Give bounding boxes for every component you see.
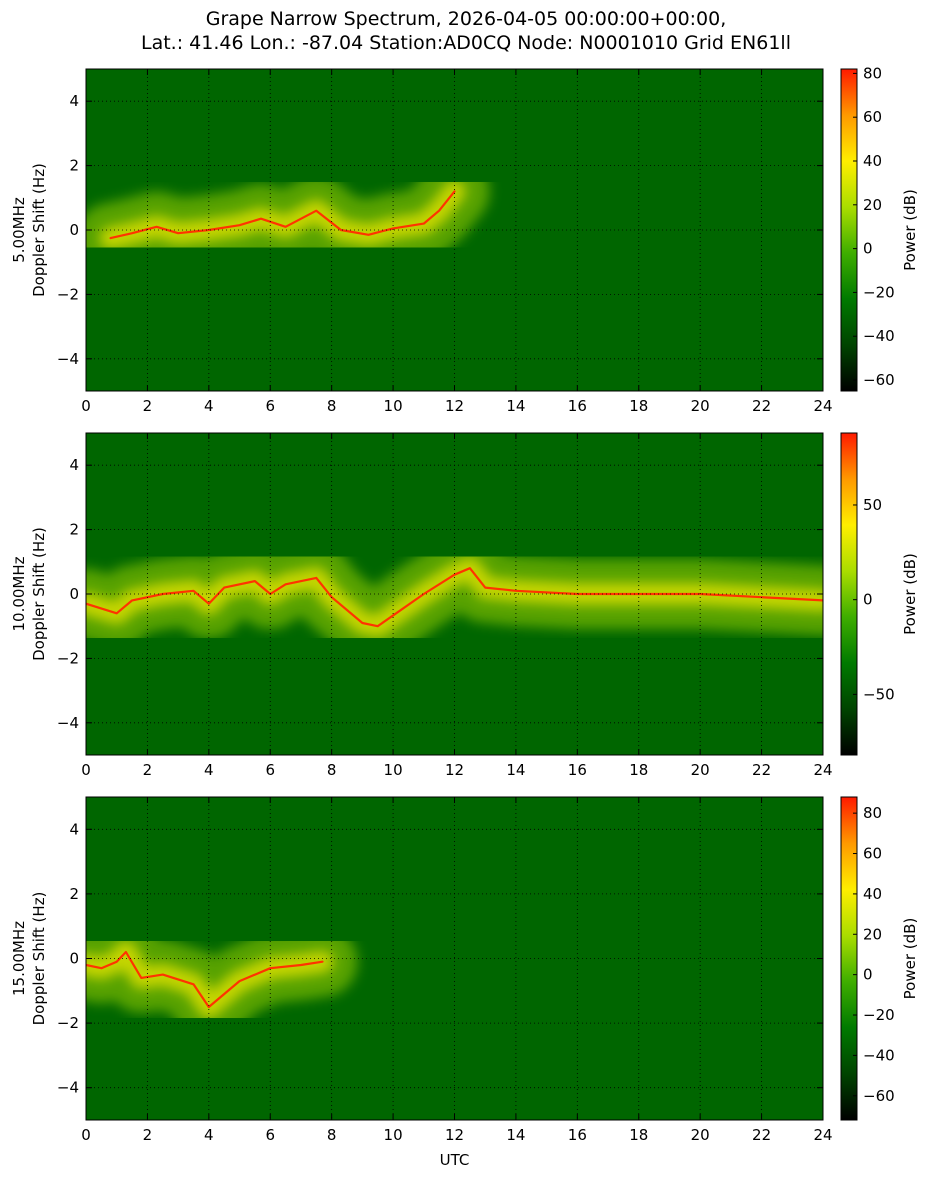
colorbar-tick-label: −50 <box>863 685 895 703</box>
x-tick-label: 18 <box>629 761 648 779</box>
x-tick-label: 22 <box>752 761 771 779</box>
x-tick-label: 20 <box>691 761 710 779</box>
y-axis-label-frequency: 5.00MHz <box>10 197 28 263</box>
colorbar-tick-label: −60 <box>863 1087 895 1105</box>
y-tick-label: −2 <box>57 649 79 667</box>
x-axis-label: UTC <box>440 1151 470 1169</box>
signal-trace <box>86 950 324 1009</box>
colorbar-tick-label: 0 <box>863 240 873 258</box>
x-tick-label: 0 <box>81 1126 91 1144</box>
y-tick-label: 2 <box>69 521 79 539</box>
y-tick-label: 4 <box>69 820 79 838</box>
x-tick-label: 6 <box>265 761 275 779</box>
y-tick-label: 4 <box>69 92 79 110</box>
signal-trace <box>109 190 456 240</box>
x-tick-label: 6 <box>265 397 275 415</box>
y-tick-label: −2 <box>57 1014 79 1032</box>
y-tick-label: −4 <box>57 714 79 732</box>
colorbar-tick-label: 0 <box>863 966 873 984</box>
colorbar-tick-label: 40 <box>863 885 882 903</box>
colorbar-tick-label: 80 <box>863 64 882 82</box>
colorbar-tick-label: −40 <box>863 1046 895 1064</box>
x-tick-label: 8 <box>327 397 337 415</box>
x-tick-label: 10 <box>384 397 403 415</box>
colorbar-tick-label: 60 <box>863 845 882 863</box>
x-tick-label: 10 <box>384 1126 403 1144</box>
colorbar-label: Power (dB) <box>901 918 919 1000</box>
x-tick-label: 20 <box>691 1126 710 1144</box>
colorbar-label: Power (dB) <box>901 189 919 271</box>
y-tick-label: 0 <box>69 221 79 239</box>
x-tick-label: 2 <box>143 397 153 415</box>
heatmap-body <box>86 797 823 1120</box>
x-tick-label: 4 <box>204 761 214 779</box>
figure-title-line-2: Lat.: 41.46 Lon.: -87.04 Station:AD0CQ N… <box>141 32 791 54</box>
y-axis-label-frequency: 15.00MHz <box>10 921 28 996</box>
y-tick-label: 0 <box>69 950 79 968</box>
x-tick-label: 14 <box>506 397 525 415</box>
colorbar-tick-label: −40 <box>863 327 895 345</box>
colorbar-tick-label: 0 <box>863 591 873 609</box>
colorbar-tick-label: 20 <box>863 925 882 943</box>
colorbar-tick-label: 60 <box>863 108 882 126</box>
x-tick-label: 18 <box>629 397 648 415</box>
colorbar <box>840 796 858 1121</box>
x-tick-label: 8 <box>327 1126 337 1144</box>
signal-trace <box>86 567 823 628</box>
x-tick-label: 6 <box>265 1126 275 1144</box>
colorbar-tick-label: 20 <box>863 196 882 214</box>
x-tick-label: 0 <box>81 761 91 779</box>
x-tick-label: 22 <box>752 1126 771 1144</box>
x-tick-label: 12 <box>445 761 464 779</box>
heatmap-body <box>86 69 823 391</box>
colorbar-tick-label: 80 <box>863 804 882 822</box>
x-tick-label: 14 <box>506 1126 525 1144</box>
x-tick-label: 2 <box>143 761 153 779</box>
x-tick-label: 16 <box>568 761 587 779</box>
y-tick-label: 2 <box>69 157 79 175</box>
x-tick-label: 12 <box>445 1126 464 1144</box>
y-axis-label: Doppler Shift (Hz) <box>30 163 48 297</box>
x-tick-label: 24 <box>813 761 832 779</box>
colorbar <box>840 68 858 392</box>
colorbar <box>840 432 858 756</box>
colorbar-tick-label: 40 <box>863 152 882 170</box>
figure-title-line-1: Grape Narrow Spectrum, 2026-04-05 00:00:… <box>205 8 727 30</box>
heatmap-body <box>86 433 823 755</box>
x-tick-label: 2 <box>143 1126 153 1144</box>
colorbar-tick-label: −60 <box>863 371 895 389</box>
x-tick-label: 4 <box>204 1126 214 1144</box>
x-tick-label: 18 <box>629 1126 648 1144</box>
y-axis-label: Doppler Shift (Hz) <box>30 527 48 661</box>
x-tick-label: 14 <box>506 761 525 779</box>
y-tick-label: 4 <box>69 456 79 474</box>
x-tick-label: 0 <box>81 397 91 415</box>
y-axis-label-frequency: 10.00MHz <box>10 556 28 631</box>
x-tick-label: 10 <box>384 761 403 779</box>
colorbar-tick-label: −20 <box>863 283 895 301</box>
x-tick-label: 4 <box>204 397 214 415</box>
x-tick-label: 16 <box>568 397 587 415</box>
x-tick-label: 22 <box>752 397 771 415</box>
x-tick-label: 24 <box>813 397 832 415</box>
y-axis-label: Doppler Shift (Hz) <box>30 892 48 1026</box>
x-tick-label: 20 <box>691 397 710 415</box>
colorbar-label: Power (dB) <box>901 553 919 635</box>
colorbar-tick-label: −20 <box>863 1006 895 1024</box>
y-tick-label: 0 <box>69 585 79 603</box>
x-tick-label: 8 <box>327 761 337 779</box>
x-tick-label: 12 <box>445 397 464 415</box>
y-tick-label: −4 <box>57 350 79 368</box>
x-tick-label: 24 <box>813 1126 832 1144</box>
y-tick-label: 2 <box>69 885 79 903</box>
y-tick-label: −4 <box>57 1079 79 1097</box>
x-tick-label: 16 <box>568 1126 587 1144</box>
colorbar-tick-label: 50 <box>863 496 882 514</box>
y-tick-label: −2 <box>57 285 79 303</box>
